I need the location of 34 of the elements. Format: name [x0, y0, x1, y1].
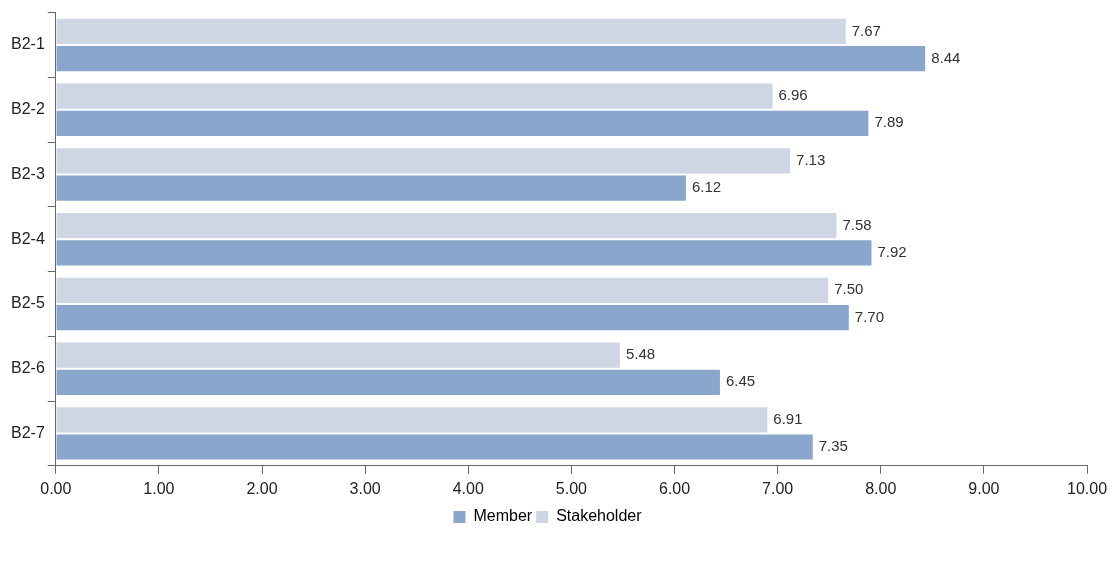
x-tick-label: 3.00	[349, 479, 381, 497]
y-tick-label: B2-6	[11, 359, 45, 377]
x-tick-label: 4.00	[452, 479, 484, 497]
x-tick-label: 0.00	[40, 479, 72, 497]
legend-label: Member	[473, 507, 533, 525]
y-tick-label: B2-5	[11, 294, 45, 312]
data-label: 8.44	[931, 48, 961, 66]
y-tick-label: B2-2	[11, 100, 45, 118]
data-label: 6.45	[725, 372, 756, 390]
data-label: 6.91	[773, 409, 803, 427]
x-tick-label: 8.00	[865, 479, 897, 497]
y-tick-label: B2-3	[11, 164, 45, 182]
data-label: 7.13	[796, 151, 826, 168]
data-label: 7.35	[818, 437, 848, 455]
legend-label: Stakeholder	[556, 507, 643, 525]
data-label: 6.12	[691, 178, 722, 196]
data-label: 6.96	[778, 86, 808, 104]
data-label: 7.58	[842, 215, 872, 233]
data-label: 7.92	[877, 242, 907, 260]
x-tick-label: 5.00	[555, 479, 588, 497]
x-tick-label: 7.00	[762, 479, 794, 497]
data-label: 5.48	[625, 345, 656, 363]
x-tick-label: 9.00	[968, 479, 1000, 497]
x-tick-label: 2.00	[246, 479, 278, 497]
x-tick-label: 1.00	[143, 479, 175, 497]
x-tick-label: 6.00	[658, 479, 691, 497]
data-label: 7.67	[851, 21, 881, 39]
y-tick-label: B2-1	[11, 35, 45, 53]
data-label: 7.70	[854, 307, 885, 325]
y-tick-label: B2-4	[11, 229, 45, 247]
data-label: 7.89	[874, 113, 904, 131]
x-tick-label: 10.00	[1066, 479, 1108, 497]
y-tick-label: B2-7	[11, 423, 45, 441]
data-label: 7.50	[834, 280, 864, 298]
